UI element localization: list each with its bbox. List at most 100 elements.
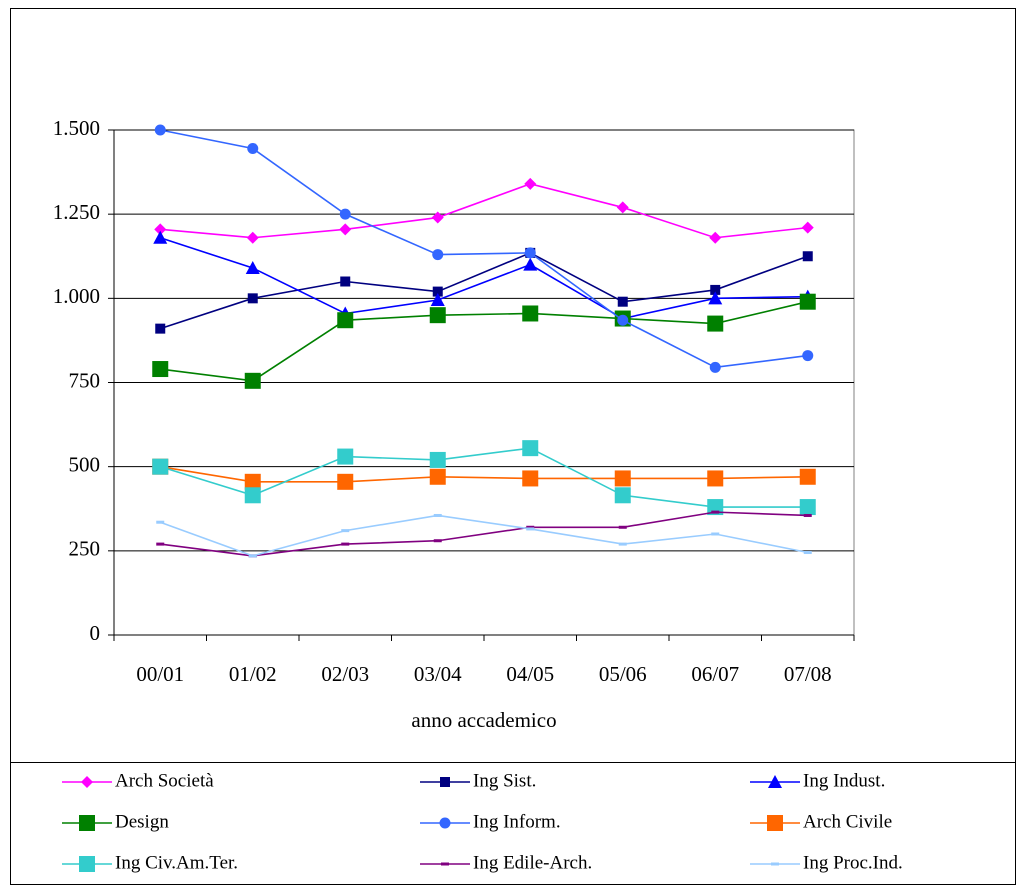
data-point — [799, 468, 816, 485]
x-tick-label: 04/05 — [506, 662, 554, 686]
y-tick-label: 250 — [69, 537, 101, 561]
data-point — [247, 143, 259, 155]
data-point — [244, 372, 261, 389]
legend-marker — [771, 862, 779, 866]
data-point — [526, 527, 535, 531]
data-point — [522, 440, 539, 457]
x-tick-label: 06/07 — [691, 662, 739, 686]
data-point — [156, 520, 165, 524]
legend-marker — [440, 777, 450, 787]
data-point — [614, 487, 631, 504]
data-point — [433, 513, 442, 517]
data-point — [431, 211, 444, 224]
data-point — [707, 470, 724, 487]
data-point — [803, 513, 812, 517]
data-point — [802, 350, 814, 362]
data-point — [153, 230, 168, 244]
legend-marker — [79, 856, 95, 872]
data-point — [614, 470, 631, 487]
x-tick-label: 02/03 — [321, 662, 369, 686]
legend-label: Ing Proc.Ind. — [803, 852, 903, 873]
data-point — [339, 208, 351, 220]
data-point — [799, 499, 816, 516]
data-point — [246, 231, 259, 244]
data-point — [430, 293, 445, 307]
data-point — [154, 124, 166, 136]
data-point — [341, 529, 350, 533]
data-point — [244, 487, 261, 504]
series-line — [160, 465, 808, 483]
data-point — [524, 247, 536, 259]
y-tick-label: 1.000 — [53, 284, 100, 308]
data-point — [526, 525, 535, 529]
chart-frame — [10, 8, 1016, 885]
data-point — [155, 323, 166, 334]
data-point — [801, 221, 814, 234]
legend-marker — [768, 775, 782, 788]
data-point — [339, 223, 352, 236]
series-line — [160, 236, 808, 320]
x-tick-label: 00/01 — [136, 662, 184, 686]
legend-label: Ing Edile-Arch. — [473, 852, 592, 873]
legend-box — [10, 762, 1016, 885]
data-point — [799, 293, 816, 310]
data-point — [617, 296, 628, 307]
y-tick-label: 1.250 — [53, 200, 100, 224]
data-point — [522, 305, 539, 322]
series-line — [160, 300, 808, 382]
data-point — [337, 312, 354, 329]
data-point — [711, 532, 720, 536]
data-point — [247, 293, 258, 304]
data-point — [708, 291, 723, 305]
legend-label: Design — [115, 811, 169, 832]
data-point — [616, 201, 629, 214]
legend-label: Arch Civile — [803, 811, 892, 832]
data-point — [337, 448, 354, 465]
series-line — [160, 183, 808, 239]
x-tick-label: 07/08 — [784, 662, 832, 686]
x-tick-label: 05/06 — [599, 662, 647, 686]
data-point — [245, 261, 260, 275]
data-point — [337, 473, 354, 490]
legend-label: Ing Indust. — [803, 770, 885, 791]
data-point — [244, 473, 261, 490]
data-point — [432, 286, 443, 297]
data-point — [618, 542, 627, 546]
legend-label: Ing Sist. — [473, 770, 536, 791]
data-point — [803, 551, 812, 555]
data-point — [248, 554, 257, 558]
x-tick-label: 01/02 — [229, 662, 277, 686]
legend-marker — [79, 815, 95, 831]
legend-marker — [767, 815, 783, 831]
y-tick-label: 1.500 — [53, 116, 100, 140]
legend-label: Arch Società — [115, 770, 214, 791]
data-point — [429, 468, 446, 485]
y-tick-label: 500 — [69, 452, 101, 476]
legend-label: Ing Inform. — [473, 811, 561, 832]
data-point — [432, 249, 444, 261]
data-point — [429, 451, 446, 468]
legend-marker — [441, 862, 449, 866]
series-line — [159, 514, 808, 557]
data-point — [709, 231, 722, 244]
x-axis-title: anno accademico — [411, 708, 556, 732]
y-tick-label: 750 — [69, 368, 101, 392]
data-point — [433, 539, 442, 543]
legend-marker — [439, 817, 451, 829]
data-point — [523, 257, 538, 271]
legend-marker — [81, 776, 93, 788]
data-point — [154, 223, 167, 236]
x-tick-label: 03/04 — [414, 662, 462, 686]
data-point — [618, 525, 627, 529]
series-line — [160, 129, 808, 369]
data-point — [341, 542, 350, 546]
data-point — [152, 361, 169, 378]
series-line — [160, 251, 809, 330]
data-point — [156, 542, 165, 546]
data-point — [711, 510, 720, 514]
data-point — [707, 315, 724, 332]
data-point — [524, 177, 537, 190]
legend-label: Ing Civ.Am.Ter. — [115, 852, 238, 873]
